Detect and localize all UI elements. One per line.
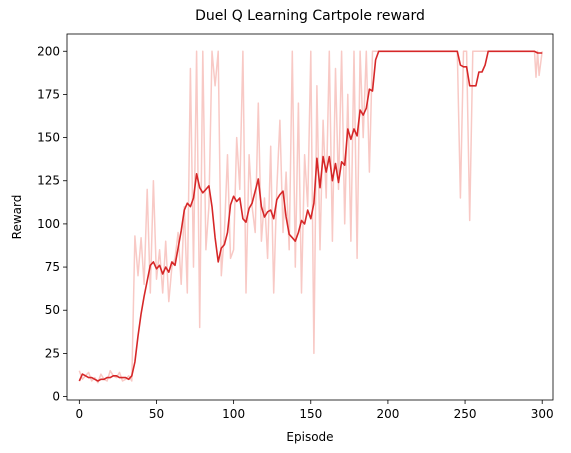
x-tick-label: 150 [299,407,322,421]
y-axis: 0 25 50 75 100 125 150 175 200 [37,44,67,404]
y-tick-label: 125 [37,174,60,188]
x-tick-label: 300 [531,407,554,421]
y-tick-label: 25 [45,346,60,360]
x-tick-label: 250 [454,407,477,421]
y-tick-label: 200 [37,44,60,58]
y-tick-label: 175 [37,87,60,101]
series-line-smoothed [78,50,543,382]
y-tick-label: 150 [37,131,60,145]
y-tick-label: 75 [45,260,60,274]
x-tick-label: 0 [76,407,84,421]
x-tick-label: 50 [149,407,164,421]
plot-frame [66,33,554,401]
y-tick-label: 100 [37,217,60,231]
chart-title: Duel Q Learning Cartpole reward [195,8,425,24]
series-layer [78,50,543,384]
x-axis: 0 50 100 150 200 250 300 [76,400,554,421]
x-axis-label: Episode [286,430,333,444]
y-tick-label: 0 [52,390,60,404]
y-tick-label: 50 [45,303,60,317]
y-axis-label: Reward [10,195,24,240]
x-tick-label: 200 [376,407,399,421]
x-tick-label: 100 [222,407,245,421]
